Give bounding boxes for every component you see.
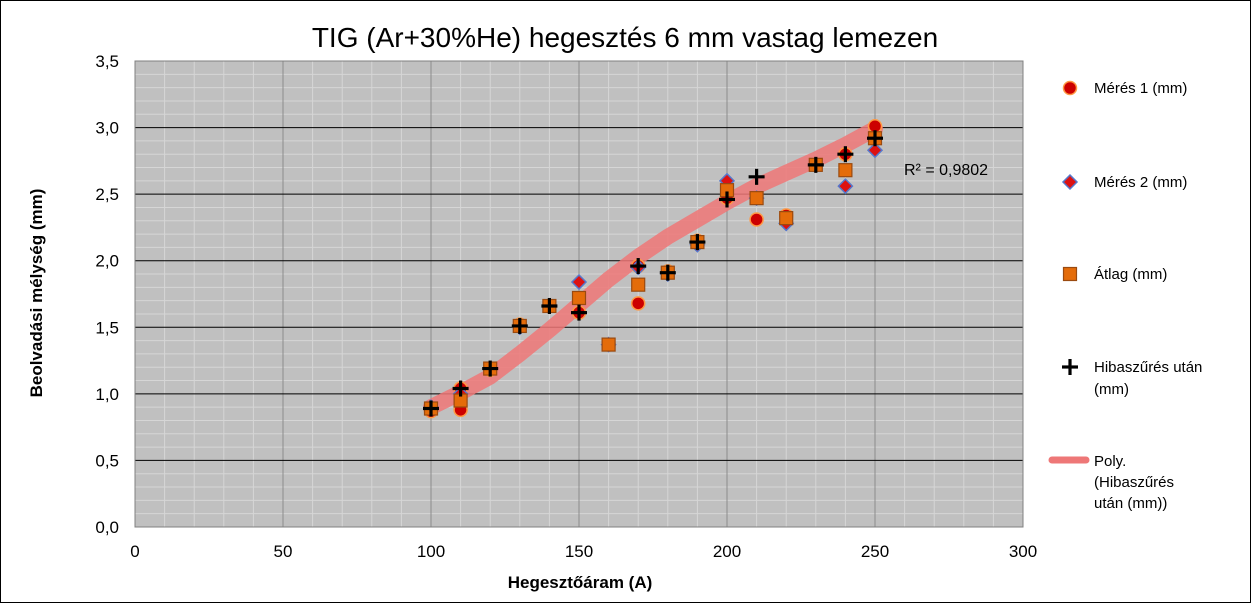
y-axis-ticks: 0,0 0,5 1,0 1,5 2,0 2,5 3,0 3,5 [95,52,119,537]
trendline-layer [423,120,883,416]
plus-marker [689,234,706,251]
legend-label-line: Hibaszűrés után [1094,359,1202,376]
circle-marker [630,296,646,311]
y-tick-label: 3,5 [95,52,119,71]
square-marker [601,337,616,352]
legend-label: Mérés 1 (mm) [1094,80,1187,97]
plus-marker [630,258,647,275]
y-tick-label: 3,0 [95,119,119,138]
x-axis-ticks: 0 50 100 150 200 250 300 [130,542,1037,561]
square-marker [749,191,764,206]
x-tick-label: 200 [713,542,741,561]
plus-marker [748,168,765,185]
y-axis-title: Beolvadási mélység (mm) [27,189,46,398]
y-tick-label: 0,0 [95,518,119,537]
plus-marker [719,191,735,208]
diamond-marker [866,142,884,159]
square-marker [838,163,853,178]
legend-trendline-label-line: után (mm)) [1094,495,1167,512]
plus-marker [541,297,558,314]
x-tick-label: 50 [274,542,293,561]
plus-marker [511,317,528,334]
x-tick-label: 250 [861,542,889,561]
diamond-marker [837,178,854,195]
legend-trendline-label-line: Poly. [1094,453,1126,470]
legend: Mérés 1 (mm) Mérés 2 (mm) Átlag (mm) Hibasz… [1048,80,1202,512]
r-squared-label: R² = 0,9802 [904,162,988,179]
plus-marker [867,130,883,147]
trendline [423,120,883,416]
y-tick-label: 0,5 [95,451,119,470]
legend-square-marker [1062,266,1078,282]
x-tick-label: 100 [417,542,445,561]
diamond-marker [570,273,588,291]
series-plus [423,130,883,417]
legend-plus-marker [1062,359,1078,375]
plus-marker [659,264,676,281]
plus-marker [423,400,439,417]
legend-label: Átlag (mm) [1094,266,1167,283]
plot-border [134,60,1024,528]
marker-layer [422,118,884,419]
plus-marker [807,156,824,173]
x-axis-title: Hegesztőáram (A) [508,573,653,592]
legend-label: Mérés 2 (mm) [1094,174,1187,191]
square-marker [571,290,587,306]
legend-trendline-label-line: (Hibaszűrés [1094,474,1174,491]
plus-marker [571,304,587,321]
plus-marker [482,360,499,377]
y-tick-label: 1,0 [95,385,119,404]
y-tick-label: 2,5 [95,185,119,204]
y-tick-label: 1,5 [95,318,119,337]
legend-label-line: (mm) [1094,381,1129,398]
square-marker [631,277,646,292]
legend-trendline-label: Poly. (Hibaszűrés után (mm)) [1094,453,1174,512]
y-tick-label: 2,0 [95,252,119,271]
x-tick-label: 150 [565,542,593,561]
chart-title: TIG (Ar+30%He) hegesztés 6 mm vastag lem… [312,22,938,53]
circle-marker [749,212,764,227]
plus-marker [837,146,854,163]
x-tick-label: 300 [1009,542,1037,561]
legend-label: Hibaszűrés után (mm) [1094,359,1202,398]
legend-diamond-marker [1061,173,1079,191]
legend-circle-marker [1062,80,1078,96]
x-tick-label: 0 [130,542,139,561]
square-marker [779,211,794,226]
plus-marker [452,380,469,397]
